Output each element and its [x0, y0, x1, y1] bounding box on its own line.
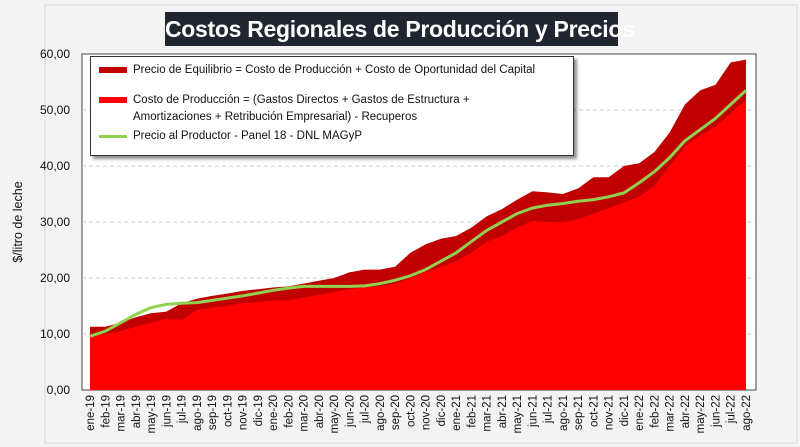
legend-swatch-red [99, 97, 127, 103]
x-tick-label: nov-20 [421, 395, 433, 430]
x-tick-label: jun-21 [527, 395, 539, 428]
legend-item-precio: Precio al Productor - Panel 18 - DNL MAG… [99, 129, 362, 143]
x-tick-label: jul-21 [543, 395, 555, 424]
x-tick-label: jul-19 [177, 395, 189, 424]
x-tick-label: dic-19 [253, 395, 265, 426]
legend-label: Precio de Equilibrio = Costo de Producci… [133, 64, 536, 76]
y-tick-label: 60,00 [40, 47, 70, 61]
chart-border [44, 4, 798, 444]
x-tick-label: ago-20 [375, 395, 387, 431]
x-tick-label: jul-20 [360, 395, 372, 424]
x-tick-label: nov-21 [604, 395, 616, 430]
x-tick-label: ene-20 [268, 395, 280, 431]
legend-label: Precio al Productor - Panel 18 - DNL MAG… [133, 130, 363, 142]
x-tick-label: abr-22 [680, 395, 692, 428]
y-tick-label: 40,00 [40, 159, 70, 173]
x-tick-label: dic-20 [436, 395, 448, 426]
x-tick-label: mar-19 [116, 395, 128, 431]
x-tick-label: sep-21 [573, 395, 585, 430]
legend-label-cont: Amortizaciones + Retribución Empresarial… [133, 111, 418, 123]
y-tick-label: 20,00 [40, 271, 70, 285]
x-tick-label: nov-19 [238, 395, 250, 430]
x-tick-label: jun-22 [710, 395, 722, 428]
legend-swatch-dark-red [99, 67, 127, 73]
x-tick-label: abr-21 [497, 395, 509, 428]
legend-item-equilibrio: Precio de Equilibrio = Costo de Producci… [99, 63, 535, 77]
x-tick-label: may-19 [146, 395, 158, 433]
area-series-1 [90, 99, 746, 391]
x-tick-label: mar-21 [482, 395, 494, 431]
x-tick-label: feb-22 [649, 395, 661, 428]
line-series-2 [89, 89, 748, 338]
legend-item-costo: Costo de Producción = (Gastos Directos +… [99, 93, 470, 107]
x-tick-label: feb-21 [466, 395, 478, 428]
x-tick-label: feb-20 [283, 395, 295, 428]
x-tick-label: abr-20 [314, 395, 326, 428]
x-tick-label: sep-20 [390, 395, 402, 430]
x-tick-label: mar-22 [665, 395, 677, 431]
x-tick-label: may-20 [329, 395, 341, 433]
x-tick-label: ene-21 [451, 395, 463, 431]
x-tick-label: ene-19 [85, 395, 97, 431]
x-tick-label: sep-19 [207, 395, 219, 430]
x-tick-label: jun-20 [344, 395, 356, 428]
x-tick-label: oct-19 [222, 395, 234, 427]
x-tick-label: ago-22 [741, 395, 753, 431]
x-tick-label: ago-19 [192, 395, 204, 431]
x-tick-label: dic-21 [619, 395, 631, 426]
x-tick-label: jul-22 [726, 395, 738, 424]
y-tick-label: 30,00 [40, 215, 70, 229]
y-tick-label: 50,00 [40, 103, 70, 117]
y-tick-label: 0,00 [47, 383, 71, 397]
x-tick-label: abr-19 [131, 395, 143, 428]
x-tick-label: oct-20 [405, 395, 417, 427]
legend: Precio de Equilibrio = Costo de Producci… [90, 56, 574, 156]
x-tick-label: jun-19 [161, 395, 173, 428]
y-tick-label: 10,00 [40, 327, 70, 341]
chart-title: Costos Regionales de Producción y Precio… [165, 12, 635, 46]
x-tick-label: ago-21 [558, 395, 570, 431]
x-tick-label: oct-21 [588, 395, 600, 427]
x-tick-label: ene-22 [634, 395, 646, 431]
x-tick-label: mar-20 [299, 395, 311, 431]
x-tick-label: feb-19 [100, 395, 112, 428]
y-axis-label: $/litro de leche [11, 181, 25, 262]
legend-label: Costo de Producción = (Gastos Directos +… [133, 94, 470, 106]
legend-line-green [99, 135, 127, 138]
x-tick-label: may-21 [512, 395, 524, 433]
x-tick-label: may-22 [695, 395, 707, 433]
